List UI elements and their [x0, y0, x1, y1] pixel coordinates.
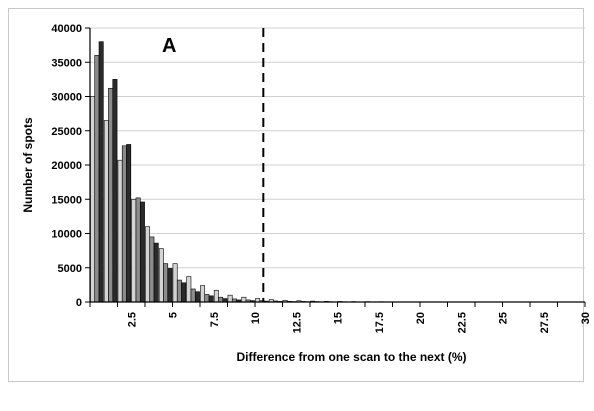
x-axis-title: Difference from one scan to the next (%)	[236, 350, 466, 364]
bar	[187, 277, 191, 302]
x-tick-label: 25	[498, 312, 510, 324]
bar	[214, 290, 218, 302]
bar	[132, 199, 136, 302]
y-tick-label: 10000	[51, 229, 82, 241]
y-tick-label: 40000	[51, 23, 82, 35]
bar	[90, 97, 94, 303]
y-tick-label: 0	[76, 297, 82, 309]
bar	[136, 198, 140, 302]
bar	[177, 280, 181, 302]
bar	[163, 264, 167, 302]
bar	[118, 160, 122, 302]
y-tick-label: 20000	[51, 160, 82, 172]
y-tick-label: 30000	[51, 92, 82, 104]
x-tick-label: 10	[250, 312, 262, 324]
bar	[108, 88, 112, 302]
x-tick-label: 15	[333, 312, 345, 324]
bar	[182, 283, 186, 302]
bar	[99, 42, 103, 302]
panel-label: A	[162, 35, 176, 57]
bar	[113, 79, 117, 302]
bar	[173, 264, 177, 302]
bar	[150, 237, 154, 302]
x-tick-labels: 2.5 5 7.5 10 12.5 15 17.5 20 22.5 25 27.5 30	[126, 312, 592, 333]
bar	[191, 289, 195, 302]
bar	[95, 55, 99, 302]
x-tick-label: 27.5	[539, 312, 551, 333]
x-tick-label: 5	[168, 312, 180, 318]
y-tick-label: 35000	[51, 57, 82, 69]
x-tick-label: 20	[415, 312, 427, 324]
x-tick-label: 22.5	[456, 312, 468, 333]
bar	[140, 202, 144, 302]
y-axis-title: Number of spots	[21, 117, 35, 213]
y-tick-labels: 0 5000 10000 15000 20000 25000 30000 35000 40000	[51, 23, 82, 309]
x-tick-label: 7.5	[209, 312, 221, 327]
x-tick-label: 12.5	[291, 312, 303, 333]
bar	[195, 292, 199, 302]
bar	[127, 144, 131, 302]
y-tick-label: 15000	[51, 194, 82, 206]
bar	[205, 294, 209, 302]
bar	[168, 268, 172, 302]
bar	[209, 296, 213, 302]
bar	[154, 243, 158, 302]
bar	[228, 295, 232, 302]
y-tick-label: 5000	[58, 263, 82, 275]
x-tick-label: 2.5	[126, 312, 138, 327]
bar	[104, 120, 108, 302]
bar	[242, 297, 246, 302]
x-tick-label: 30	[580, 312, 592, 324]
bar	[200, 286, 204, 302]
gridlines	[90, 28, 585, 268]
bars-layer	[90, 42, 411, 302]
x-tick-label: 17.5	[374, 312, 386, 333]
bar	[159, 249, 163, 302]
y-tick-label: 25000	[51, 126, 82, 138]
bar	[218, 297, 222, 302]
bar	[145, 227, 149, 302]
bar	[122, 146, 126, 302]
